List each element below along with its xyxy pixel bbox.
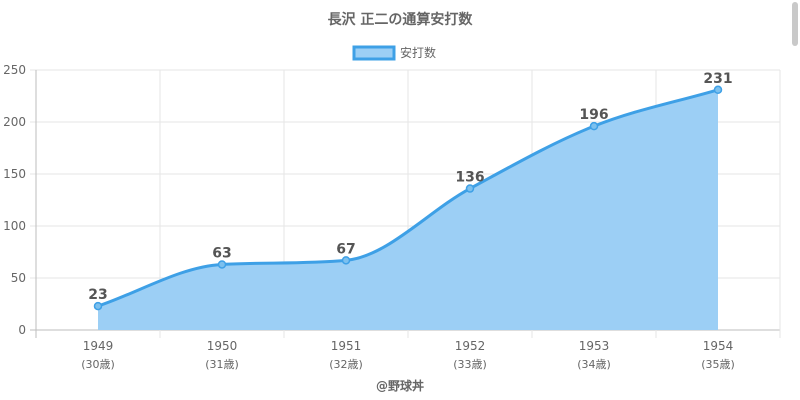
data-label: 231 [703,71,732,87]
series-line [97,88,719,308]
x-tick-sublabel: (33歳) [453,358,487,371]
x-tick-label: 1952 [455,339,486,353]
data-point [589,121,599,131]
y-tick-label: 200 [3,115,26,129]
data-point [465,184,475,193]
data-point [93,301,103,311]
data-point [341,256,351,265]
legend-label: 安打数 [400,45,436,60]
legend[interactable]: 安打数 [352,45,436,61]
y-tick-label: 250 [3,63,26,77]
y-tick-label: 0 [18,323,26,337]
x-tick-sublabel: (30歳) [81,358,115,371]
y-tick-label: 50 [11,271,26,285]
data-label: 196 [579,107,608,123]
data-label: 23 [88,287,107,303]
credit-text: @野球丼 [376,378,424,393]
data-label: 136 [455,170,484,186]
data-points [93,85,723,311]
x-tick-label: 1949 [83,339,114,353]
x-tick-sublabel: (35歳) [701,358,735,371]
y-tick-label: 100 [3,219,26,233]
x-tick-sublabel: (34歳) [577,358,611,371]
x-tick-label: 1953 [579,339,610,353]
x-tick-sublabel: (31歳) [205,358,239,371]
chart-title: 長沢 正二の通算安打数 [328,11,474,28]
series-area-fill [98,89,718,330]
x-tick-sublabel: (32歳) [329,358,363,371]
x-tick-label: 1951 [331,339,362,353]
x-tick-label: 1954 [703,339,734,353]
data-point [217,260,227,269]
x-tick-label: 1950 [207,339,238,353]
data-labels: 23 63 67 136 196 231 [88,71,732,303]
data-label: 67 [336,241,355,257]
data-point [713,85,723,95]
x-tick-labels: 1949 (30歳) 1950 (31歳) 1951 (32歳) 1952 (33歳) 1953… [81,339,735,371]
scrollbar-thumb[interactable] [792,2,798,46]
data-label: 63 [212,245,231,261]
legend-swatch [352,45,396,61]
y-tick-label: 150 [3,167,26,181]
y-tick-labels: 0 50 100 150 200 250 [3,63,26,337]
